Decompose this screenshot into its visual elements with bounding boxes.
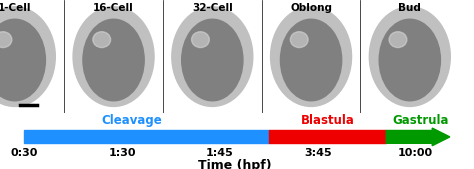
Text: 1-Cell: 1-Cell (0, 3, 32, 13)
Text: 1:45: 1:45 (206, 148, 234, 158)
Text: 16-Cell: 16-Cell (93, 3, 134, 13)
Ellipse shape (379, 19, 440, 101)
Text: 10:00: 10:00 (398, 148, 433, 158)
Text: Bud: Bud (398, 3, 421, 13)
Ellipse shape (93, 32, 110, 47)
Text: Blastula: Blastula (301, 114, 355, 127)
Ellipse shape (0, 7, 55, 106)
Ellipse shape (290, 32, 308, 47)
Bar (24, 130, 269, 143)
Text: Gastrula: Gastrula (392, 114, 449, 127)
Text: 1:30: 1:30 (108, 148, 136, 158)
Ellipse shape (281, 19, 342, 101)
Text: 0:30: 0:30 (10, 148, 38, 158)
FancyArrow shape (386, 128, 450, 146)
Ellipse shape (172, 7, 253, 106)
Ellipse shape (83, 19, 144, 101)
Ellipse shape (0, 19, 46, 101)
Ellipse shape (191, 32, 210, 47)
Ellipse shape (182, 19, 243, 101)
Ellipse shape (271, 7, 352, 106)
Ellipse shape (0, 32, 12, 47)
Ellipse shape (73, 7, 154, 106)
Bar (269, 130, 386, 143)
Text: Oblong: Oblong (290, 3, 332, 13)
Ellipse shape (389, 32, 407, 47)
Text: Time (hpf): Time (hpf) (198, 159, 272, 169)
Text: 32-Cell: 32-Cell (192, 3, 233, 13)
Text: 3:45: 3:45 (304, 148, 331, 158)
Text: Cleavage: Cleavage (101, 114, 162, 127)
Ellipse shape (369, 7, 450, 106)
